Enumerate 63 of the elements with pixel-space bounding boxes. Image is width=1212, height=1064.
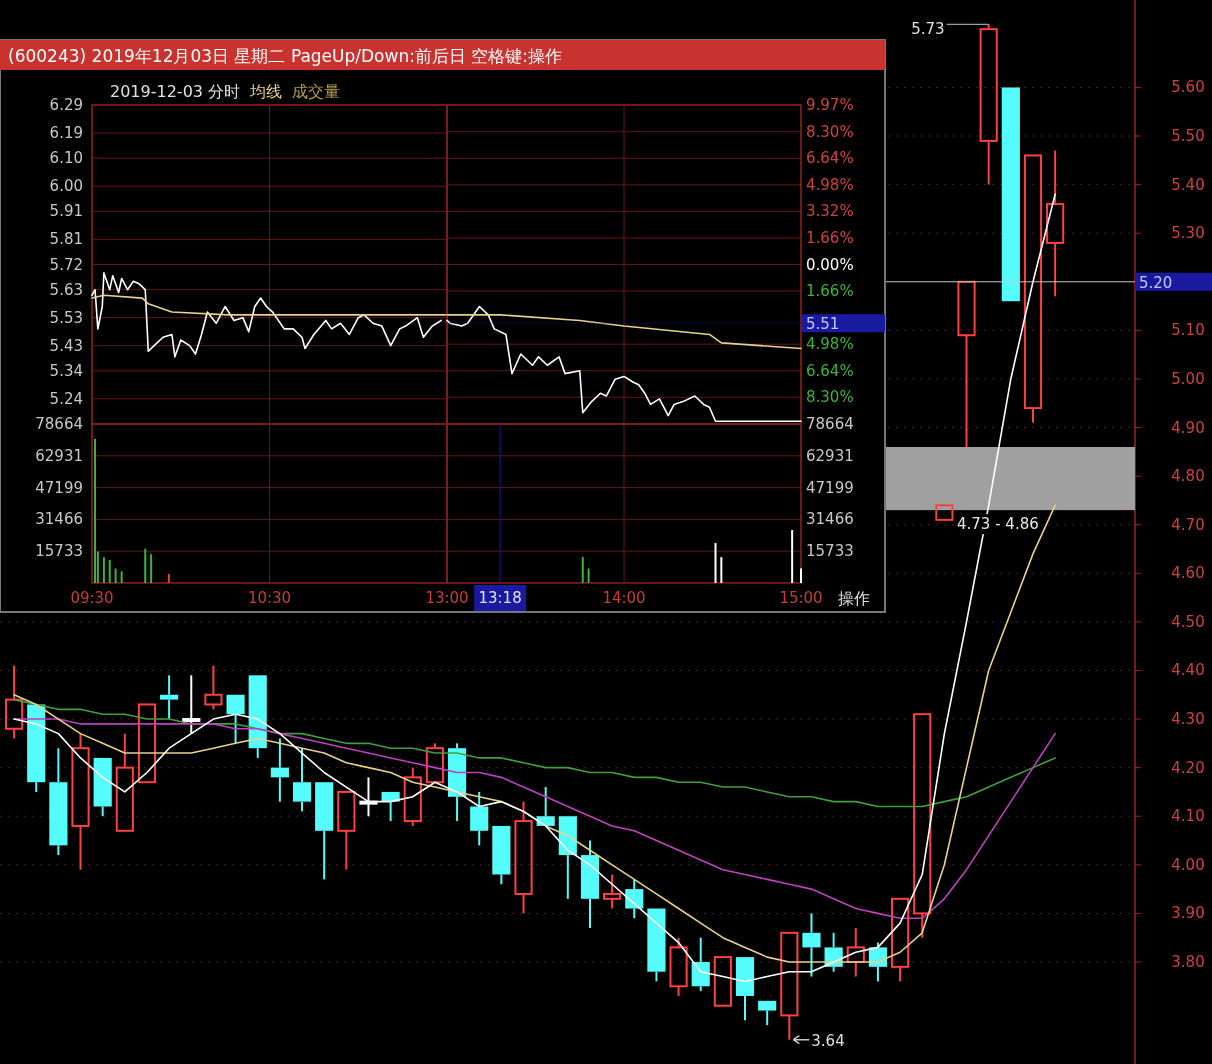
y-tick-label: 31466	[35, 510, 83, 529]
y-tick-label: 78664	[806, 415, 854, 433]
y-tick-label: 31466	[806, 510, 854, 529]
y2-tick-label: 4.98%	[806, 175, 854, 194]
y2-tick-label: 6.64%	[806, 361, 854, 380]
y-tick-label: 5.40	[1171, 175, 1205, 194]
y-tick-label: 15733	[806, 542, 854, 561]
chart-subtitle: 2019-12-03 分时	[110, 82, 241, 101]
y-tick-label: 3.80	[1171, 952, 1205, 971]
y2-tick-label: 0.00%	[806, 255, 854, 274]
y2-tick-label: 1.66%	[806, 228, 854, 247]
y-tick-label: 5.10	[1171, 321, 1205, 340]
y-tick-label: 4.50	[1171, 612, 1205, 631]
y-tick-label: 78664	[35, 415, 83, 433]
y-tick-label: 5.24	[49, 389, 83, 408]
y-tick-label: 5.81	[49, 230, 83, 249]
y-tick-label: 5.72	[49, 255, 83, 274]
y-tick-label: 5.50	[1171, 127, 1205, 146]
x-tick-label: 10:30	[247, 589, 292, 607]
y-tick-label: 4.30	[1171, 710, 1205, 729]
y2-tick-label: 8.30%	[806, 122, 854, 141]
y-tick-label: 4.90	[1171, 418, 1205, 437]
y-tick-label: 5.00	[1171, 369, 1205, 388]
ref-line-label: 5.20	[1139, 273, 1173, 292]
y-tick-label: 62931	[35, 446, 83, 465]
y2-tick-label: 4.98%	[806, 335, 854, 354]
y-tick-label: 6.10	[49, 149, 83, 168]
y2-tick-label: 6.64%	[806, 149, 854, 168]
y-tick-label: 5.60	[1171, 78, 1205, 97]
y-tick-label: 4.70	[1171, 515, 1205, 534]
y2-tick-label: 3.32%	[806, 202, 854, 221]
y2-tick-label: 9.97%	[806, 96, 854, 114]
y2-tick-label: 8.30%	[806, 388, 854, 407]
y-tick-label: 15733	[35, 542, 83, 561]
y2-tick-label: 1.66%	[806, 282, 854, 301]
x-tick-label: 14:00	[602, 589, 646, 607]
chart-title: (600243) 2019年12月03日 星期二 PageUp/Down:前后日 空格键:操作	[8, 46, 563, 66]
y-tick-label: 4.20	[1171, 758, 1205, 777]
y-tick-label: 5.91	[49, 202, 83, 221]
y-tick-label: 6.00	[49, 177, 83, 196]
y-tick-label: 6.29	[49, 96, 83, 114]
y-tick-label: 4.00	[1171, 855, 1205, 874]
y-tick-label: 5.53	[49, 308, 83, 327]
y-tick-label: 4.40	[1171, 661, 1205, 680]
y-tick-label: 47199	[806, 478, 854, 497]
y-tick-label: 4.10	[1171, 807, 1205, 826]
y-tick-label: 3.90	[1171, 904, 1205, 923]
y-tick-label: 6.19	[49, 123, 83, 142]
x-tick-label: 09:30	[70, 589, 114, 607]
x-tick-label: 15:00	[779, 589, 823, 607]
annotation: 5.73	[911, 20, 945, 39]
y-tick-label: 4.80	[1171, 467, 1205, 486]
y-tick-label: 5.34	[49, 361, 83, 380]
y-tick-label: 5.63	[49, 280, 83, 299]
x-tick-label: 13:00	[425, 589, 469, 607]
y-tick-label: 62931	[806, 446, 854, 465]
y-tick-label: 4.60	[1171, 564, 1205, 583]
y-tick-label: 5.30	[1171, 224, 1205, 243]
ref-line-label: 5.51	[806, 315, 840, 334]
y-tick-label: 47199	[35, 478, 83, 497]
annotation: 3.64	[811, 1031, 845, 1050]
y-tick-label: 5.43	[49, 336, 83, 355]
ref-line-label: 13:18	[478, 589, 522, 607]
